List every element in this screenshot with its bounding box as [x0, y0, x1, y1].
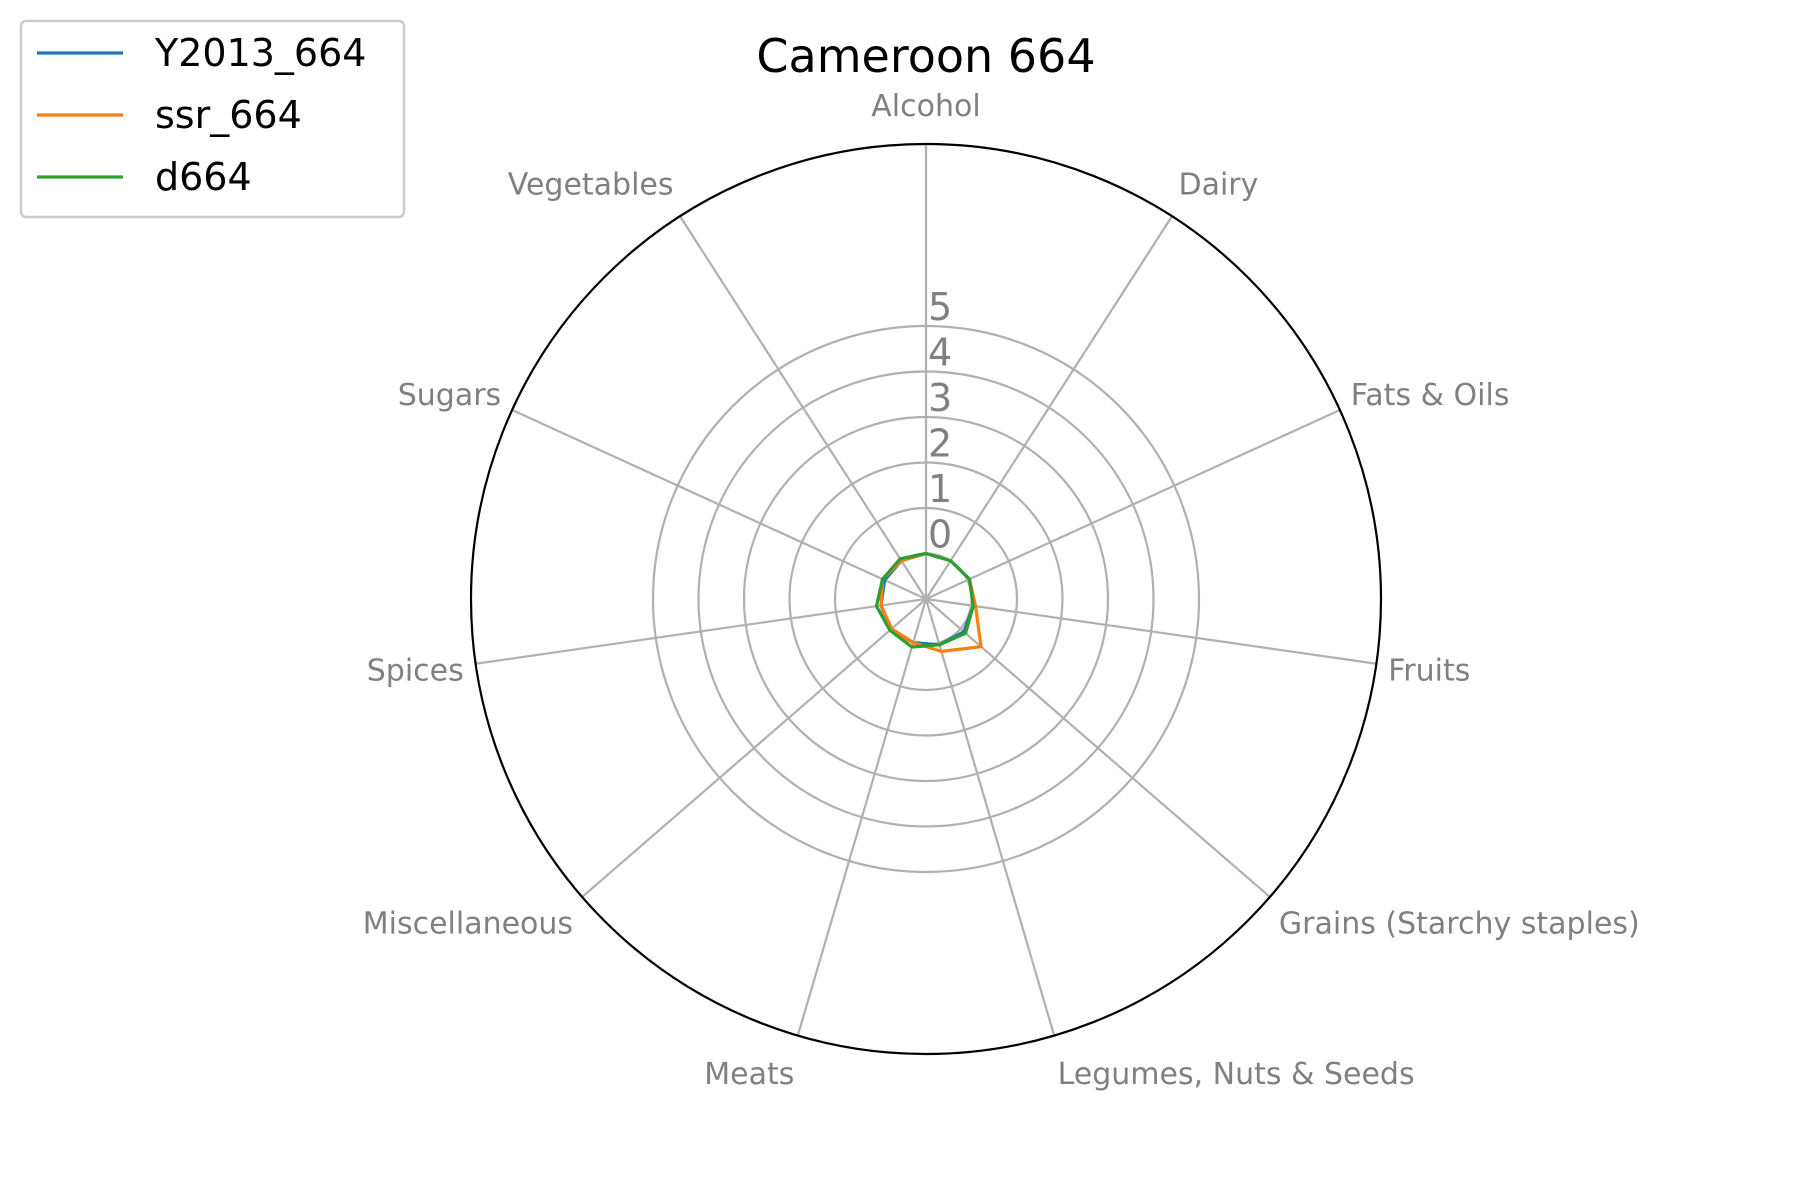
- series-layer: [874, 551, 983, 653]
- radial-tick-label: 5: [928, 285, 952, 329]
- series-line-d664: [874, 551, 975, 649]
- spoke-line: [581, 598, 927, 898]
- category-label: Alcohol: [871, 89, 980, 124]
- category-label: Miscellaneous: [363, 907, 573, 942]
- radial-tick-label: 4: [928, 331, 952, 375]
- category-labels: Alcohol Dairy Fats & Oils Fruits Grains (Sta…: [363, 89, 1640, 1092]
- legend-label: d664: [155, 155, 252, 199]
- spoke-line: [925, 215, 1173, 600]
- spoke-line: [924, 598, 1056, 1036]
- category-label: Legumes, Nuts & Seeds: [1058, 1057, 1415, 1092]
- category-label: Fats & Oils: [1351, 378, 1510, 413]
- legend: Y2013_664 ssr_664 d664: [19, 19, 406, 219]
- legend-frame: [19, 19, 406, 219]
- legend-label: ssr_664: [155, 93, 302, 137]
- spoke-line: [679, 215, 927, 600]
- category-label: Grains (Starchy staples): [1279, 907, 1640, 942]
- radial-tick-label: 3: [928, 376, 952, 420]
- spoke-line: [796, 598, 928, 1036]
- category-label: Vegetables: [508, 167, 674, 202]
- spoke-line: [925, 598, 1271, 898]
- spoke-line: [925, 597, 1377, 665]
- spoke-line: [925, 408, 1341, 601]
- legend-label: Y2013_664: [154, 31, 366, 75]
- chart-title: Cameroon 664: [756, 29, 1095, 83]
- radial-tick-label: 2: [928, 422, 952, 466]
- category-label: Fruits: [1388, 653, 1470, 688]
- spoke-line: [511, 408, 927, 601]
- category-label: Meats: [704, 1057, 794, 1092]
- radial-tick-label: 1: [928, 467, 952, 511]
- category-label: Spices: [367, 653, 464, 688]
- polar-frame: [469, 142, 1383, 1056]
- category-label: Sugars: [398, 378, 501, 413]
- radial-tick-label: 0: [928, 513, 952, 557]
- category-label: Dairy: [1178, 167, 1258, 202]
- spoke-line: [475, 597, 927, 665]
- radar-grid: [475, 144, 1377, 1036]
